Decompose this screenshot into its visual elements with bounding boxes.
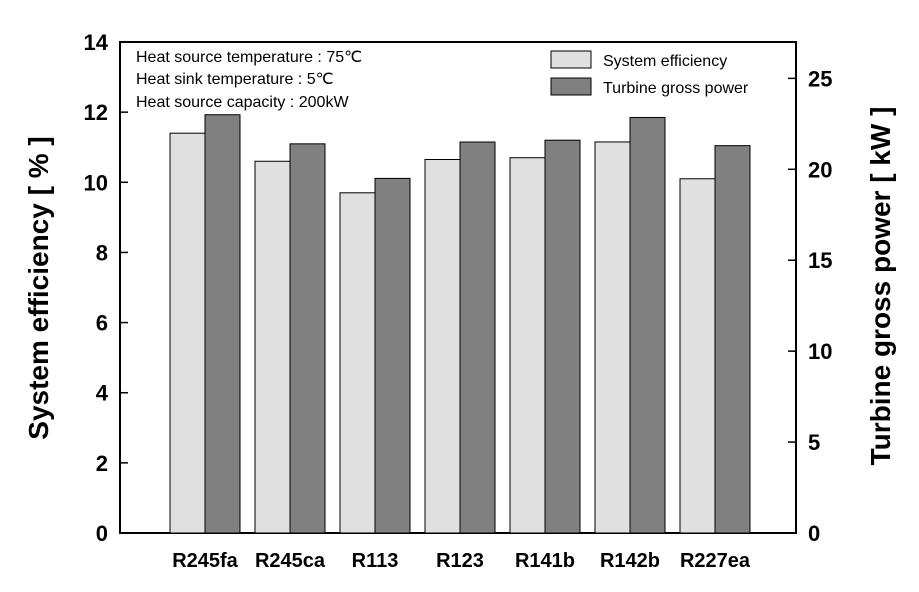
annotation-line: Heat source temperature : 75℃ [136, 49, 362, 66]
legend-label-turbine-gross-power: Turbine gross power [603, 80, 749, 97]
category-label: R245ca [255, 550, 326, 572]
left-tick-label: 6 [96, 311, 108, 336]
right-tick-label: 10 [808, 339, 832, 364]
right-tick-label: 25 [808, 66, 832, 91]
bar-turbine-gross-power [714, 145, 751, 534]
right-tick-label: 15 [808, 248, 832, 273]
bar-turbine-gross-power [204, 114, 241, 534]
annotation-line: Heat sink temperature : 5℃ [136, 71, 334, 88]
left-axis-title: System efficiency [ % ] [23, 136, 54, 439]
category-label: R123 [436, 550, 484, 572]
legend: System efficiency Turbine gross power [550, 50, 749, 97]
bar-system-efficiency [509, 157, 546, 534]
bar-system-efficiency [339, 192, 376, 534]
legend-swatch-system-efficiency [550, 50, 592, 69]
left-tick-label: 8 [96, 240, 108, 265]
bar-system-efficiency [254, 160, 291, 534]
legend-label-system-efficiency: System efficiency [603, 53, 727, 70]
category-label: R113 [352, 550, 399, 572]
bar-turbine-gross-power [544, 139, 581, 534]
left-tick-label: 14 [84, 30, 109, 55]
category-label: R142b [600, 550, 660, 572]
right-tick-label: 0 [808, 521, 820, 546]
category-labels: R245fa R245ca R113 R123 R141b R142b R227ea [172, 550, 751, 572]
left-tick-label: 12 [84, 100, 108, 125]
category-label: R227ea [680, 550, 751, 572]
left-tick-label: 0 [96, 521, 108, 546]
right-tick-label: 20 [808, 157, 832, 182]
category-label: R141b [515, 550, 575, 572]
bar-turbine-gross-power [629, 116, 666, 534]
bar-system-efficiency [594, 141, 631, 534]
bar-turbine-gross-power [289, 143, 326, 534]
bar-turbine-gross-power [374, 177, 411, 534]
category-label: R245fa [172, 550, 238, 572]
right-tick-label: 5 [808, 430, 820, 455]
right-axis-ticks: 0 5 10 15 20 25 [788, 66, 832, 546]
left-tick-label: 4 [96, 381, 109, 406]
annotation-line: Heat source capacity : 200kW [136, 94, 349, 111]
bar-system-efficiency [169, 132, 206, 534]
legend-swatch-turbine-gross-power [550, 77, 592, 96]
bar-turbine-gross-power [459, 141, 496, 534]
bar-series [169, 114, 751, 534]
left-tick-label: 10 [84, 170, 108, 195]
right-axis-title: Turbine gross power [ kW ] [865, 107, 896, 466]
left-axis-ticks: 0 2 4 6 8 10 12 14 [84, 30, 128, 546]
bar-system-efficiency [679, 178, 716, 534]
annotation-block: Heat source temperature : 75℃ Heat sink … [136, 49, 362, 111]
left-tick-label: 2 [96, 451, 108, 476]
bar-system-efficiency [424, 158, 461, 534]
